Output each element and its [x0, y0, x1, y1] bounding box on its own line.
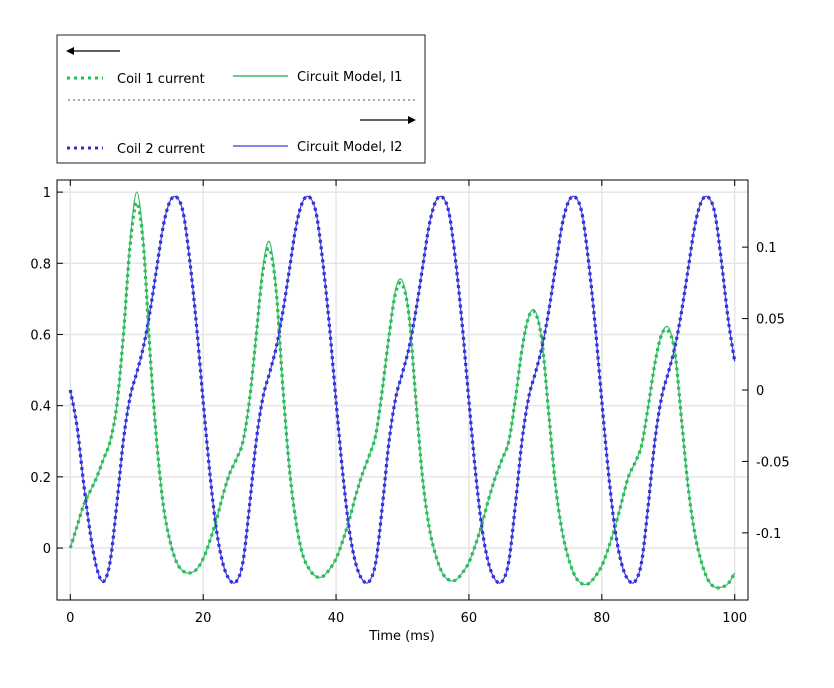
x-tick-label: 40 — [328, 611, 345, 626]
y-tick-label: 0.6 — [30, 328, 51, 343]
y-tick-label: 0.2 — [30, 471, 51, 486]
y2-tick-label: 0.1 — [756, 241, 777, 256]
y2-tick-label: 0.05 — [756, 313, 785, 328]
y2-tick-label: -0.1 — [756, 527, 781, 542]
series-line-circuit-model-i1 — [69, 191, 736, 589]
y-tick-label: 0.8 — [30, 257, 51, 272]
y-tick-label: 1 — [43, 186, 51, 201]
x-tick-label: 80 — [594, 611, 611, 626]
y-tick-label: 0.4 — [30, 400, 51, 415]
series-line-coil-2-current — [68, 194, 737, 585]
legend-label-coil1: Coil 1 current — [117, 72, 205, 87]
y2-tick-label: -0.05 — [756, 455, 790, 470]
legend-label-coil2: Coil 2 current — [117, 142, 205, 157]
series-group — [68, 191, 737, 590]
legend-label-model-i1: Circuit Model, I1 — [297, 70, 402, 85]
x-tick-label: 20 — [195, 611, 212, 626]
x-axis-label: Time (ms) — [368, 629, 435, 644]
left-arrow-icon — [66, 47, 120, 55]
y2-tick-label: 0 — [756, 384, 764, 399]
x-tick-label: 100 — [722, 611, 747, 626]
legend-label-model-i2: Circuit Model, I2 — [297, 140, 402, 155]
x-tick-label: 60 — [461, 611, 478, 626]
series-line-circuit-model-i2 — [69, 195, 736, 584]
legend-box — [56, 34, 426, 164]
legend: Coil 1 current Circuit Model, I1 Coil 2 … — [56, 34, 426, 164]
x-tick-label: 0 — [66, 611, 74, 626]
right-arrow-icon — [360, 116, 416, 124]
y-tick-label: 0 — [43, 542, 51, 557]
ticks: 0 20 40 60 80 100 0 0.2 0.4 0.6 0.8 1 -0.1 -0.05 0 0.05… — [30, 180, 790, 626]
series-line-coil-1-current — [68, 201, 737, 590]
